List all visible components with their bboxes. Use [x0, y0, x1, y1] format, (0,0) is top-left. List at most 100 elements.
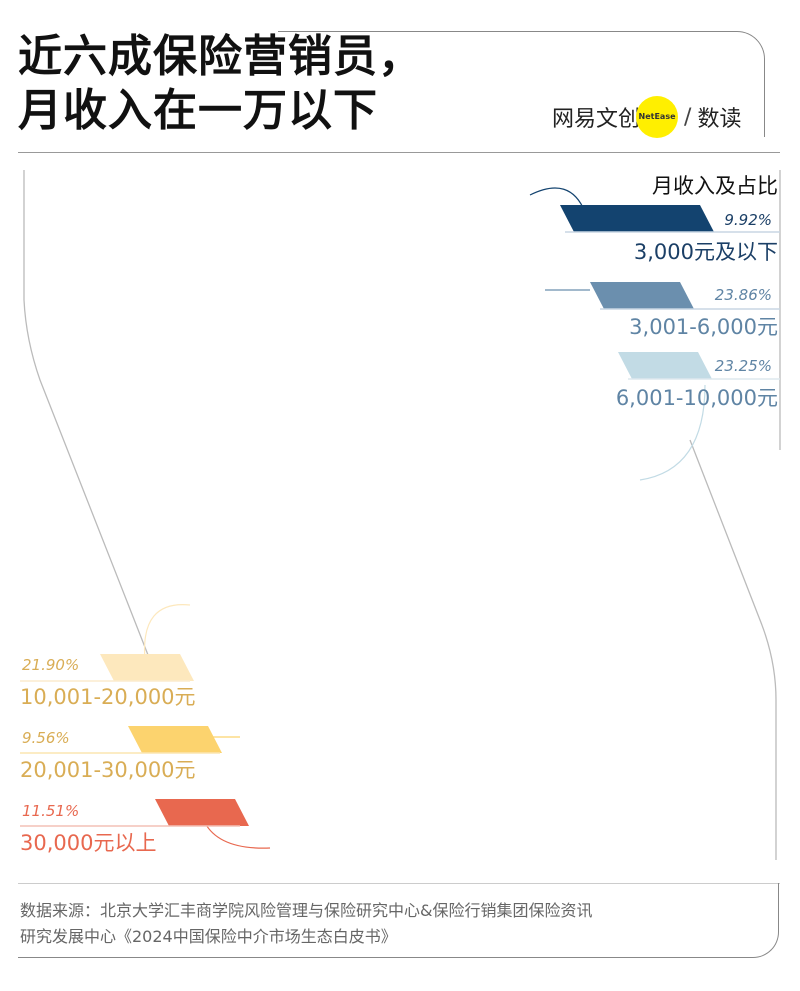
person-icon: [525, 498, 565, 584]
person-icon: [143, 183, 183, 269]
title-line-2: 月收入在一万以下: [18, 85, 378, 136]
person-icon: [601, 435, 641, 521]
person-icon: [296, 309, 336, 395]
person-icon: [576, 372, 616, 458]
person-icon: [398, 309, 438, 395]
person-icon: [500, 309, 540, 395]
person-icon: [626, 750, 666, 836]
person-icon: [194, 309, 234, 395]
person-icon: [500, 183, 540, 269]
legend-bar: [560, 205, 714, 232]
person-icon: [474, 372, 514, 458]
person-icon: [269, 750, 309, 836]
person-icon: [474, 498, 514, 584]
person-icon: [321, 498, 361, 584]
person-icon: [321, 246, 361, 332]
person-icon: [448, 561, 488, 647]
legend-bar: [128, 726, 222, 753]
person-icon: [372, 372, 412, 458]
person-icon: [601, 561, 641, 647]
person-icon: [218, 624, 258, 710]
person-icon: [143, 309, 183, 395]
person-icon: [576, 498, 616, 584]
person-icon: [66, 246, 106, 332]
person-icon: [372, 246, 412, 332]
person-icon: [346, 435, 386, 521]
person-icon: [525, 372, 565, 458]
person-icon: [423, 372, 463, 458]
legend-percent: 21.90%: [22, 656, 80, 674]
person-icon: [550, 435, 590, 521]
person-icon: [447, 687, 487, 773]
legend-percent: 23.25%: [714, 357, 772, 375]
person-icon: [651, 687, 691, 773]
person-icon: [524, 624, 564, 710]
person-icon: [398, 183, 438, 269]
person-icon: [498, 687, 538, 773]
person-icon: [499, 561, 539, 647]
person-icon: [575, 750, 615, 836]
person-icon: [295, 435, 335, 521]
person-icon: [244, 435, 284, 521]
person-icon: [371, 750, 411, 836]
person-icon: [575, 624, 615, 710]
logo-slash: /: [684, 104, 692, 130]
person-icon: [677, 624, 717, 710]
person-icon: [295, 561, 335, 647]
page-title: 近六成保险营销员， 月收入在一万以下: [18, 30, 423, 138]
legend-bar: [618, 352, 712, 379]
person-icon: [423, 498, 463, 584]
person-icon: [245, 183, 285, 269]
legend-bar: [100, 654, 194, 681]
legend-range: 30,000元以上: [20, 831, 157, 855]
person-icon: [473, 624, 513, 710]
footer-frame: [18, 883, 779, 958]
person-icon: [219, 246, 259, 332]
person-icon: [193, 561, 233, 647]
legend-title: 月收入及占比: [652, 174, 778, 198]
person-icon: [499, 435, 539, 521]
person-icon: [397, 561, 437, 647]
person-icon: [193, 435, 233, 521]
person-icon: [422, 624, 462, 710]
person-icon: [168, 246, 208, 332]
legend-percent: 11.51%: [22, 802, 80, 820]
person-icon: [626, 624, 666, 710]
person-icon: [117, 372, 157, 458]
legend-range: 3,001-6,000元: [629, 315, 778, 339]
person-icon: [549, 687, 589, 773]
person-icon: [347, 183, 387, 269]
footer-divider: [18, 883, 780, 884]
person-icon: [677, 750, 717, 836]
logo-text: 网易文创: [552, 107, 641, 132]
person-icon: [345, 687, 385, 773]
person-icon: [551, 309, 591, 395]
person-icon: [347, 309, 387, 395]
logo-badge: NetEase: [636, 96, 679, 138]
person-icon: [550, 561, 590, 647]
data-source: 数据来源：北京大学汇丰商学院风险管理与保险研究中心&保险行销集团保险资讯 研究发…: [20, 898, 770, 950]
person-icon: [245, 309, 285, 395]
logo-section: 数读: [697, 107, 742, 132]
person-icon: [702, 687, 742, 773]
person-icon: [346, 561, 386, 647]
legend-bar: [155, 799, 249, 826]
person-icon: [396, 687, 436, 773]
person-icon: [168, 372, 208, 458]
legend-range: 6,001-10,000元: [615, 386, 778, 410]
person-icon: [320, 750, 360, 836]
person-icon: [41, 183, 81, 269]
person-icon: [422, 750, 462, 836]
person-icon: [449, 309, 489, 395]
person-icon: [270, 498, 310, 584]
legend-range: 10,001-20,000元: [20, 685, 196, 709]
legend-range: 20,001-30,000元: [20, 758, 196, 782]
legend-range: 3,000元及以下: [633, 240, 778, 264]
person-icon: [142, 435, 182, 521]
person-icon: [320, 624, 360, 710]
person-icon: [92, 309, 132, 395]
legend-percent: 9.92%: [724, 211, 772, 229]
legend-percent: 23.86%: [714, 286, 772, 304]
legend-percent: 9.56%: [22, 729, 70, 747]
